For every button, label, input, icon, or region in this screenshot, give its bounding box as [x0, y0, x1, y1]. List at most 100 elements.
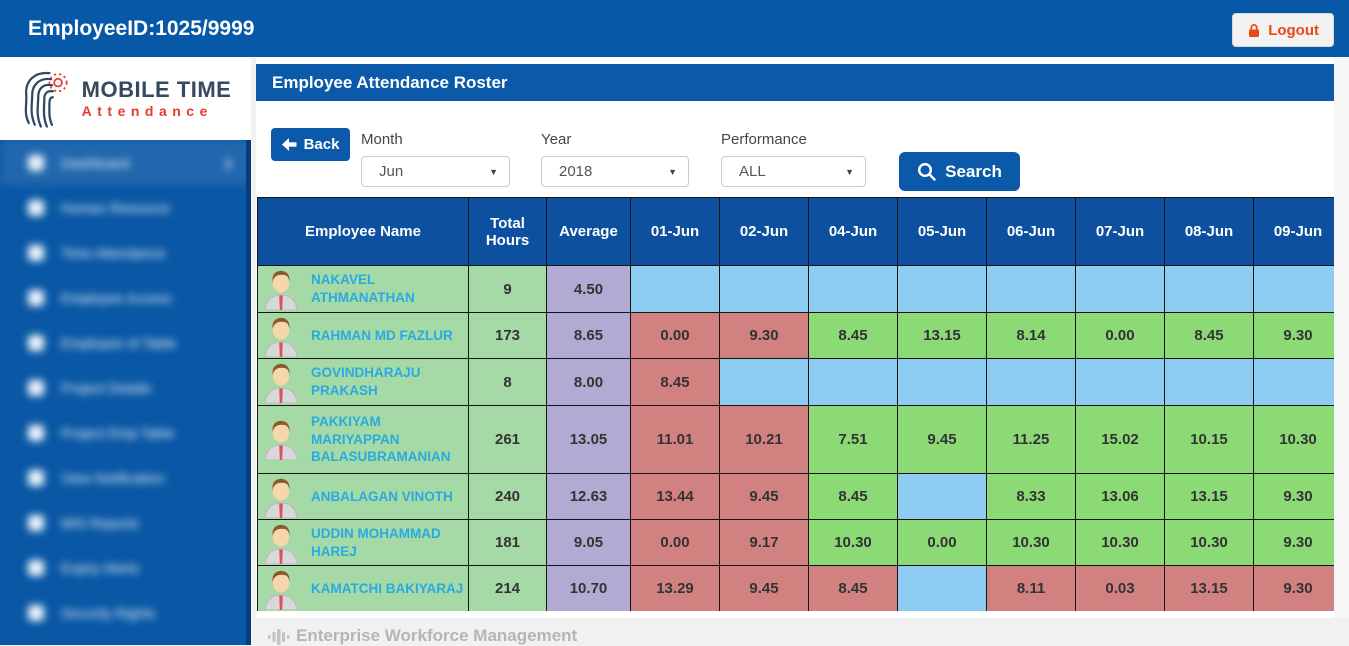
app-logo: MOBILE TIME Attendance	[0, 57, 251, 140]
day-hours-cell	[986, 358, 1076, 406]
column-header-01-jun: 01-Jun	[630, 197, 720, 266]
column-header-07-jun: 07-Jun	[1075, 197, 1165, 266]
lock-icon	[1247, 23, 1261, 38]
employee-name-link[interactable]: RAHMAN MD FAZLUR	[311, 327, 453, 343]
day-hours-cell	[897, 265, 987, 313]
day-hours-cell	[1075, 265, 1165, 313]
performance-label: Performance	[721, 131, 807, 148]
sidebar-item-dashboard[interactable]: Dashboard ❯	[0, 140, 251, 185]
total-hours-cell: 9	[468, 265, 547, 313]
day-hours-cell: 13.06	[1075, 473, 1165, 520]
search-button[interactable]: Search	[899, 152, 1020, 191]
attendance-table: Employee Name Total Hours Average 01-Jun 02-…	[257, 197, 1334, 611]
footer: Enterprise Workforce Management	[251, 618, 1349, 645]
employee-avatar	[264, 418, 298, 461]
back-arrow-icon	[281, 138, 297, 151]
bell-icon	[28, 469, 44, 486]
day-hours-cell: 10.30	[1164, 519, 1254, 566]
employee-name-link[interactable]: GOVINDHARAJU PRAKASH	[311, 365, 421, 398]
employee-name-link[interactable]: UDDIN MOHAMMAD HAREJ	[311, 525, 441, 559]
column-header-employee-name: Employee Name	[257, 197, 469, 266]
sidebar-item-label: Project Emp Table	[61, 424, 175, 441]
sidebar-item-employee-access[interactable]: Employee Access	[0, 275, 251, 320]
day-hours-cell	[897, 358, 987, 406]
search-icon	[917, 162, 936, 181]
employee-name-link[interactable]: ANBALAGAN VINOTH	[311, 488, 453, 504]
average-cell: 8.65	[546, 312, 631, 359]
day-hours-cell	[897, 565, 987, 611]
day-hours-cell: 9.45	[719, 473, 809, 520]
employee-id-text: EmployeeID:1025/9999	[28, 17, 255, 40]
logo-title: MOBILE TIME	[81, 77, 232, 103]
top-bar: EmployeeID:1025/9999 Logout	[0, 0, 1349, 57]
sidebar-nav: Dashboard ❯ Human Resource Time Attendan…	[0, 140, 251, 645]
day-hours-cell: 9.30	[1253, 473, 1334, 520]
day-hours-cell	[1253, 265, 1334, 313]
sidebar-item-mis-reports[interactable]: MIS Reports	[0, 500, 251, 545]
average-cell: 12.63	[546, 473, 631, 520]
employee-name-link[interactable]: NAKAVEL ATHMANATHAN	[311, 272, 415, 305]
day-hours-cell	[719, 265, 809, 313]
sidebar-item-employee-of-table[interactable]: Employee of Table	[0, 320, 251, 365]
footer-text: Enterprise Workforce Management	[296, 626, 578, 645]
month-select[interactable]: Jun ▼	[361, 156, 510, 187]
day-hours-cell: 10.30	[1253, 405, 1334, 474]
day-hours-cell: 8.14	[986, 312, 1076, 359]
day-hours-cell: 0.00	[630, 519, 720, 566]
day-hours-cell	[808, 265, 898, 313]
sidebar-item-label: Human Resource	[61, 199, 170, 216]
day-hours-cell: 13.29	[630, 565, 720, 611]
day-hours-cell: 8.11	[986, 565, 1076, 611]
day-hours-cell: 9.17	[719, 519, 809, 566]
sidebar-item-project-details[interactable]: Project Details	[0, 365, 251, 410]
column-header-06-jun: 06-Jun	[986, 197, 1076, 266]
day-hours-cell: 9.30	[1253, 565, 1334, 611]
year-select[interactable]: 2018 ▼	[541, 156, 689, 187]
column-header-09-jun: 09-Jun	[1253, 197, 1334, 266]
back-button[interactable]: Back	[271, 128, 350, 161]
day-hours-cell: 9.30	[719, 312, 809, 359]
sidebar-item-label: Employee Access	[61, 289, 172, 306]
column-header-08-jun: 08-Jun	[1164, 197, 1254, 266]
average-cell: 9.05	[546, 519, 631, 566]
employee-name-cell: ANBALAGAN VINOTH	[257, 473, 469, 520]
fingerprint-logo-icon	[20, 68, 72, 130]
day-hours-cell	[1164, 358, 1254, 406]
table-icon	[28, 424, 44, 441]
sidebar-item-human-resource[interactable]: Human Resource	[0, 185, 251, 230]
employee-name-link[interactable]: PAKKIYAM MARIYAPPAN BALASUBRAMANIAN	[311, 414, 451, 465]
day-hours-cell: 13.15	[1164, 473, 1254, 520]
dropdown-arrow-icon: ▼	[668, 166, 677, 177]
sidebar-item-label: Security Rights	[61, 604, 156, 621]
day-hours-cell: 8.45	[630, 358, 720, 406]
sidebar-item-time-attendance[interactable]: Time Attendance	[0, 230, 251, 275]
day-hours-cell: 8.45	[808, 565, 898, 611]
back-label: Back	[303, 136, 340, 153]
sidebar-item-security-rights[interactable]: Security Rights	[0, 590, 251, 635]
sidebar-item-project-emp-table[interactable]: Project Emp Table	[0, 410, 251, 455]
alert-icon	[28, 559, 44, 576]
equalizer-bars-icon	[268, 629, 290, 645]
day-hours-cell: 0.03	[1075, 565, 1165, 611]
day-hours-cell: 9.45	[897, 405, 987, 474]
sidebar-item-view-notification[interactable]: View Notification	[0, 455, 251, 500]
day-hours-cell	[1075, 358, 1165, 406]
person-icon	[28, 199, 44, 216]
employee-name-cell: PAKKIYAM MARIYAPPAN BALASUBRAMANIAN	[257, 405, 469, 474]
year-label: Year	[541, 131, 572, 148]
sidebar-item-label: Dashboard	[61, 154, 130, 171]
day-hours-cell: 0.00	[630, 312, 720, 359]
column-header-average: Average	[546, 197, 631, 266]
employee-name-cell: UDDIN MOHAMMAD HAREJ	[257, 519, 469, 566]
day-hours-cell: 11.01	[630, 405, 720, 474]
logout-button[interactable]: Logout	[1232, 13, 1334, 47]
dropdown-arrow-icon: ▼	[489, 166, 498, 177]
employee-avatar	[264, 315, 298, 357]
employee-name-link[interactable]: KAMATCHI BAKIYARAJ	[311, 580, 464, 596]
performance-select[interactable]: ALL ▼	[721, 156, 866, 187]
day-hours-cell: 10.15	[1164, 405, 1254, 474]
total-hours-cell: 214	[468, 565, 547, 611]
sidebar-item-expiry-alerts[interactable]: Expiry Alerts	[0, 545, 251, 590]
total-hours-cell: 181	[468, 519, 547, 566]
day-hours-cell	[1164, 265, 1254, 313]
